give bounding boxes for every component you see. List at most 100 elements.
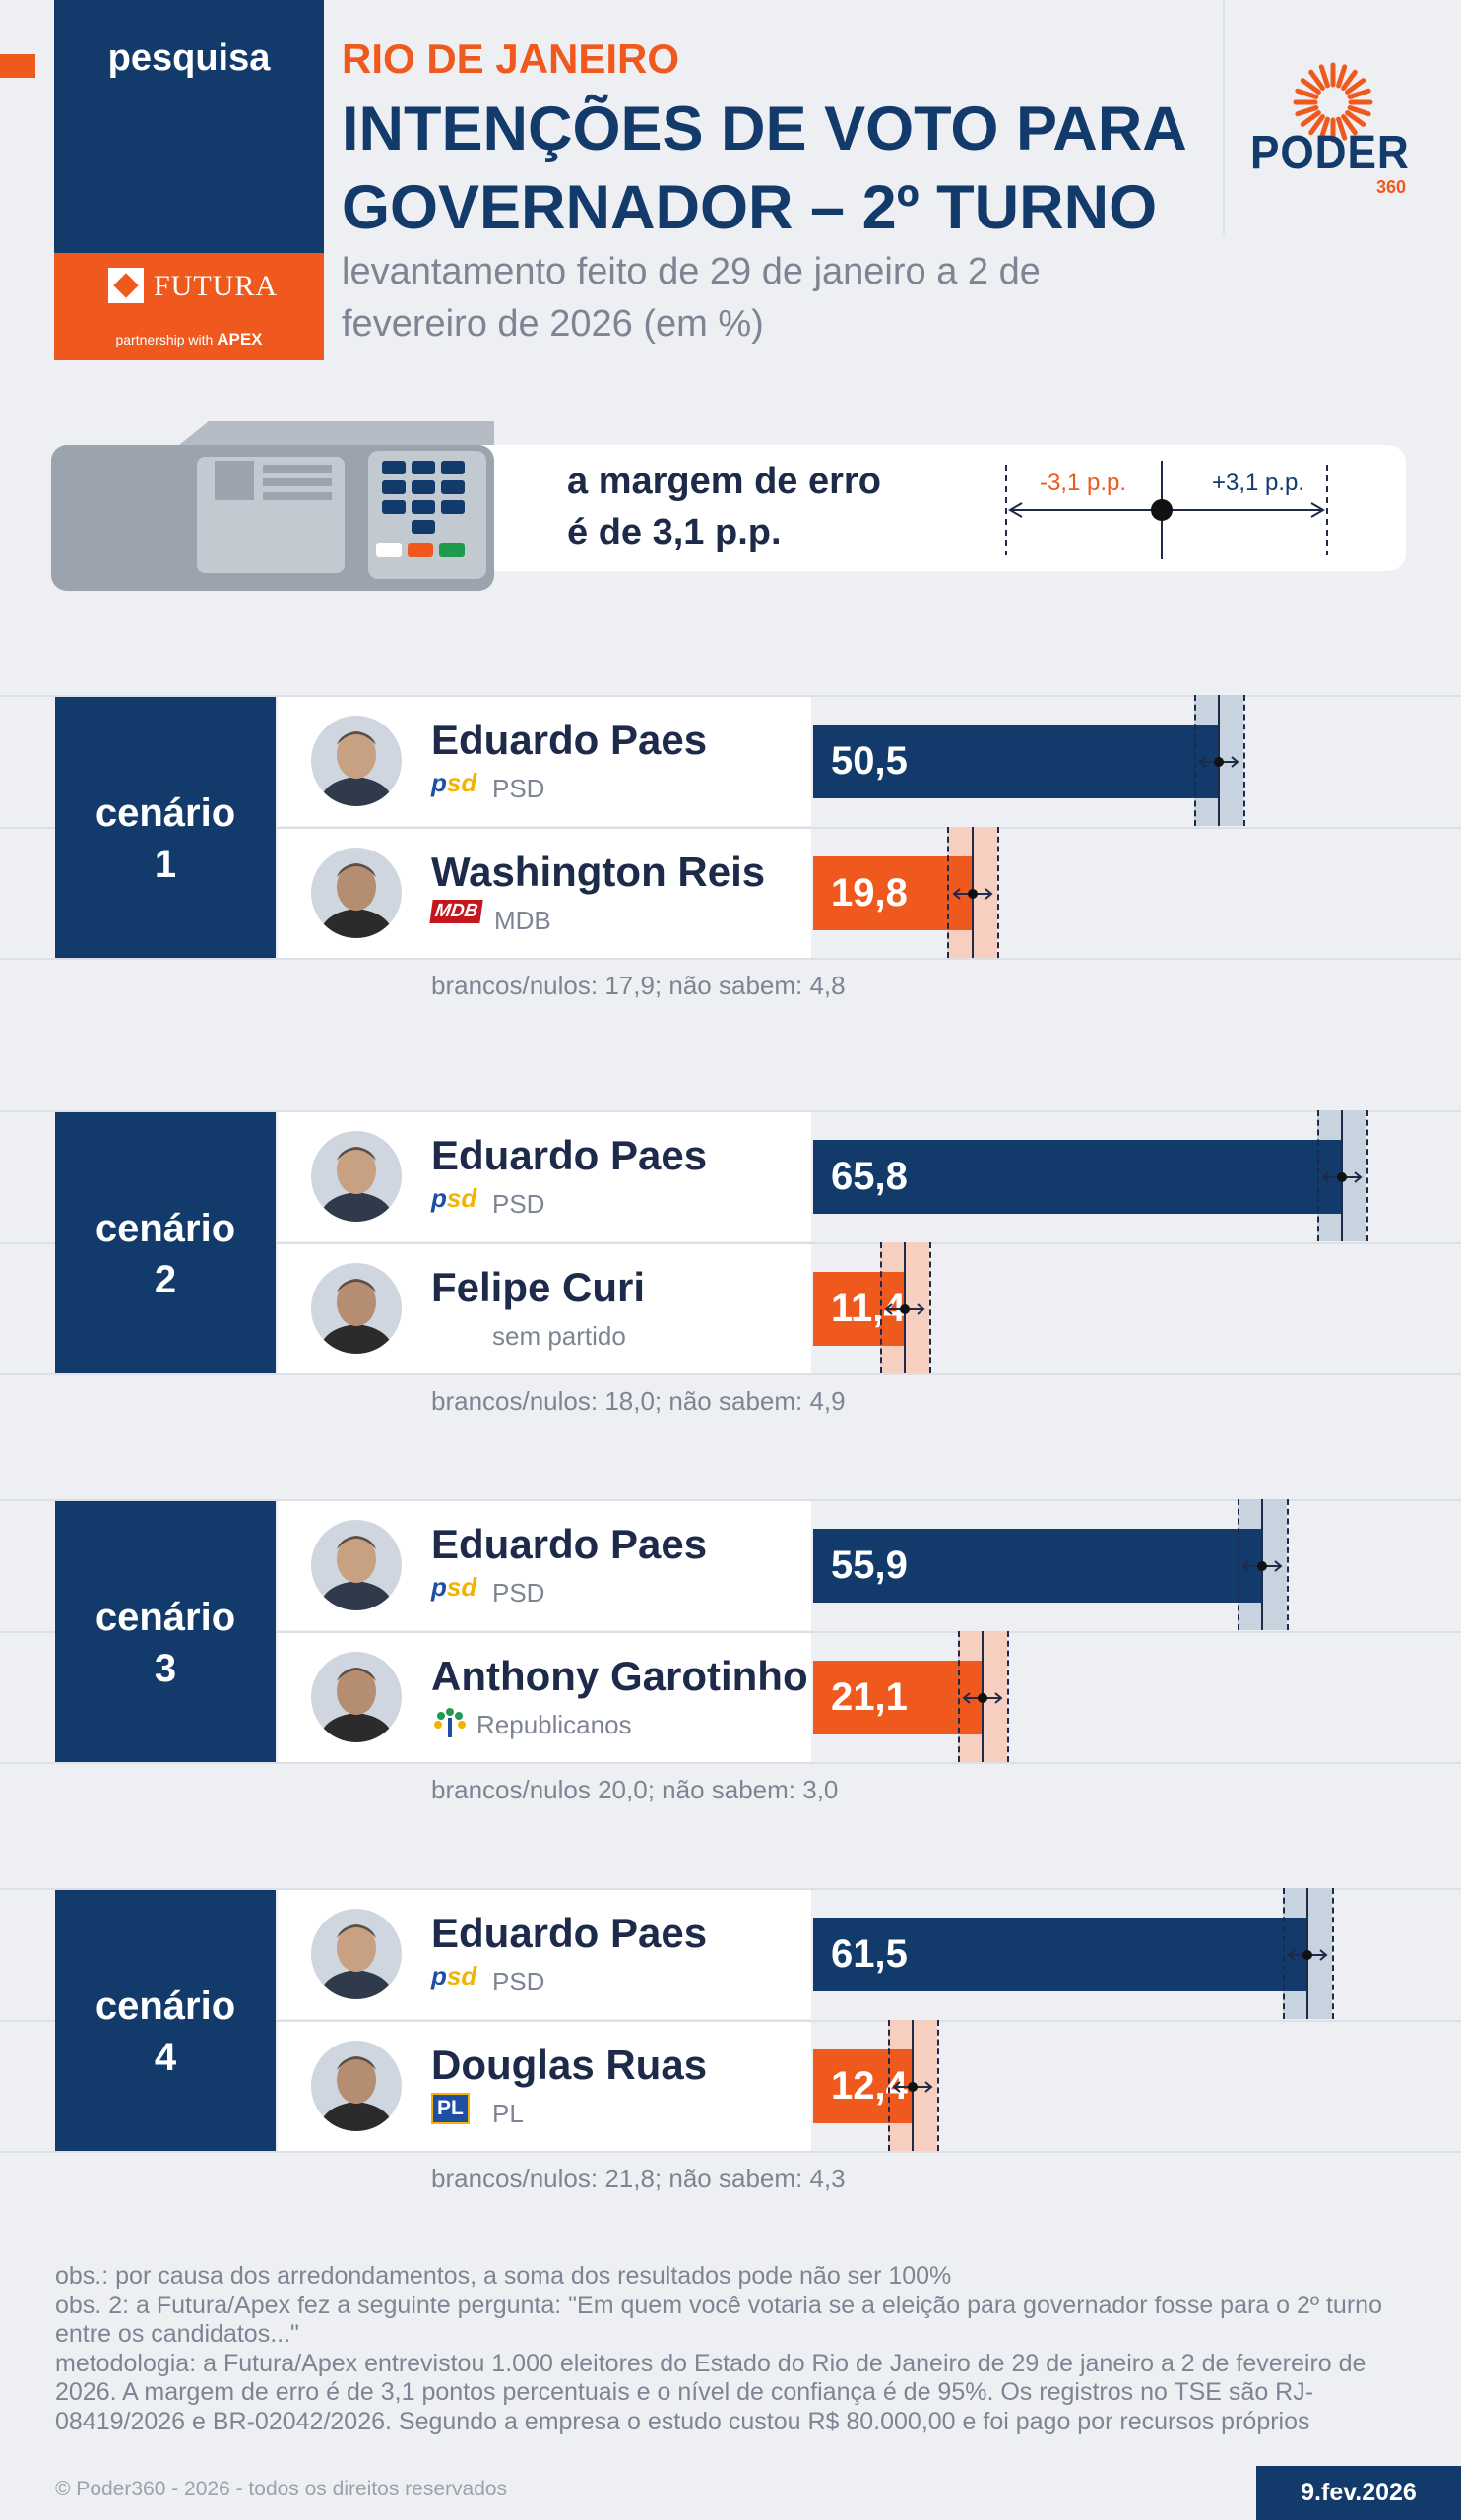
chart-subtitle: levantamento feito de 29 de janeiro a 2 … — [342, 251, 1041, 345]
margin-text-line1: a margem de erro — [567, 461, 881, 502]
scenario-bottom-rule — [0, 1762, 1461, 1764]
margin-high-dash — [929, 1242, 932, 1373]
scenario-number: 2 — [154, 1258, 177, 1301]
margin-low-dash — [879, 1242, 882, 1373]
party-logo-icon: psd — [431, 1183, 477, 1213]
candidate-photo — [311, 1131, 402, 1222]
candidate-photo — [311, 2041, 402, 2131]
candidate-photo — [311, 1909, 402, 1999]
partnership-label: partnership with — [115, 332, 214, 347]
margin-arrow-icon — [884, 1303, 925, 1315]
undecided-note: brancos/nulos: 17,9; não sabem: 4,8 — [431, 971, 846, 1000]
chart-title-line1: INTENÇÕES DE VOTO PARA — [342, 94, 1187, 163]
margin-high-dash — [1332, 1888, 1335, 2019]
candidate-photo — [311, 1520, 402, 1610]
vote-value-label: 61,5 — [831, 1932, 908, 1976]
scenario-middle-rule — [0, 1242, 1461, 1244]
margin-arrow-icon — [1321, 1171, 1363, 1183]
party-name: PSD — [492, 774, 545, 803]
vote-bar — [813, 1140, 1342, 1214]
margin-low-dash — [1282, 1888, 1285, 2019]
margin-minus-label: -3,1 p.p. — [1040, 470, 1126, 496]
publish-date: 9.fev.2026 — [1301, 2479, 1417, 2506]
margin-high-dash — [937, 2020, 940, 2151]
poder360-sun-icon — [1293, 62, 1373, 143]
vote-value-label: 55,9 — [831, 1544, 908, 1587]
scenario-label-text: cenário — [95, 791, 236, 835]
margin-plus-label: +3,1 p.p. — [1212, 470, 1304, 496]
ballot-machine-icon — [51, 421, 494, 591]
margin-low-dash — [957, 1631, 960, 1762]
margin-low-dash — [1237, 1499, 1239, 1630]
party-name: PL — [492, 2099, 524, 2128]
party-logo-icon: psd — [431, 1961, 477, 1990]
party-name: sem partido — [492, 1321, 626, 1351]
scenario-top-rule — [0, 1499, 1461, 1501]
copyright: © Poder360 - 2026 - todos os direitos re… — [55, 2478, 508, 2500]
header-divider — [1223, 0, 1225, 234]
party-logo-icon: psd — [431, 1572, 477, 1602]
margin-low-dash — [1193, 695, 1196, 826]
scenario-label: cenário 3 — [55, 1592, 276, 1694]
candidate-photo — [311, 1263, 402, 1354]
portrait-icon — [311, 1520, 402, 1610]
scenario-label-text: cenário — [95, 1984, 236, 2028]
portrait-icon — [311, 848, 402, 938]
margin-arrow-icon — [1287, 1949, 1328, 1961]
scenario-label: cenário 2 — [55, 1203, 276, 1305]
margin-low-dash — [887, 2020, 890, 2151]
futura-name: FUTURA — [154, 270, 279, 302]
scenario-box — [55, 1112, 276, 1373]
margin-high-dash — [996, 827, 999, 958]
portrait-icon — [311, 716, 402, 806]
party-logo-icon: psd — [431, 768, 477, 797]
party-name: PSD — [492, 1189, 545, 1219]
party-name: Republicanos — [476, 1710, 632, 1739]
candidate-photo — [311, 1652, 402, 1742]
party-name: MDB — [494, 906, 551, 935]
pesquisa-label: pesquisa — [107, 37, 271, 79]
margin-high-dash — [1007, 1631, 1010, 1762]
portrait-icon — [311, 1131, 402, 1222]
futura-logo-icon — [108, 268, 144, 303]
party-logo-icon: PL — [431, 2093, 470, 2124]
candidate-name: Anthony Garotinho — [431, 1653, 808, 1699]
scenario-top-rule — [0, 1110, 1461, 1112]
party-name: PSD — [492, 1578, 545, 1607]
portrait-icon — [311, 1652, 402, 1742]
scenario-middle-rule — [0, 2020, 1461, 2022]
party-logo-icon: MDB — [429, 900, 483, 923]
scenario-label-text: cenário — [95, 1596, 236, 1639]
candidate-name: Eduardo Paes — [431, 1521, 708, 1567]
accent-mark — [0, 54, 35, 78]
candidate-name: Eduardo Paes — [431, 1132, 708, 1178]
footnote-methodology: metodologia: a Futura/Apex entrevistou 1… — [55, 2349, 1366, 2435]
margin-arrow-icon — [952, 888, 993, 900]
pesquisa-box — [54, 0, 324, 253]
vote-value-label: 50,5 — [831, 739, 908, 783]
scenario-label: cenário 1 — [55, 788, 276, 890]
scenario-box — [55, 697, 276, 958]
margin-low-dash — [1316, 1110, 1319, 1241]
scenario-top-rule — [0, 695, 1461, 697]
portrait-icon — [311, 2041, 402, 2131]
scenario-top-rule — [0, 1888, 1461, 1890]
scenario-bottom-rule — [0, 2151, 1461, 2153]
scenario-box — [55, 1501, 276, 1762]
party-logo-icon — [431, 1704, 469, 1746]
vote-bar — [813, 1661, 984, 1734]
region-label: RIO DE JANEIRO — [342, 35, 680, 82]
undecided-note: brancos/nulos: 18,0; não sabem: 4,9 — [431, 1386, 846, 1416]
margin-scale-point — [1151, 499, 1173, 521]
candidate-name: Eduardo Paes — [431, 1910, 708, 1956]
chart-title-line2: GOVERNADOR – 2º TURNO — [342, 173, 1158, 242]
scenario-middle-rule — [0, 1631, 1461, 1633]
margin-of-error-scale: -3,1 p.p. +3,1 p.p. — [1005, 461, 1328, 559]
candidate-name: Douglas Ruas — [431, 2042, 708, 2088]
margin-arrow-icon — [892, 2081, 933, 2093]
footnote-rounding: obs.: por causa dos arredondamentos, a s… — [55, 2262, 952, 2290]
partner-name: APEX — [217, 330, 263, 348]
futura-partnership: partnership with APEX — [54, 330, 324, 349]
undecided-note: brancos/nulos: 21,8; não sabem: 4,3 — [431, 2164, 846, 2193]
arrow-left-icon — [1008, 502, 1023, 518]
